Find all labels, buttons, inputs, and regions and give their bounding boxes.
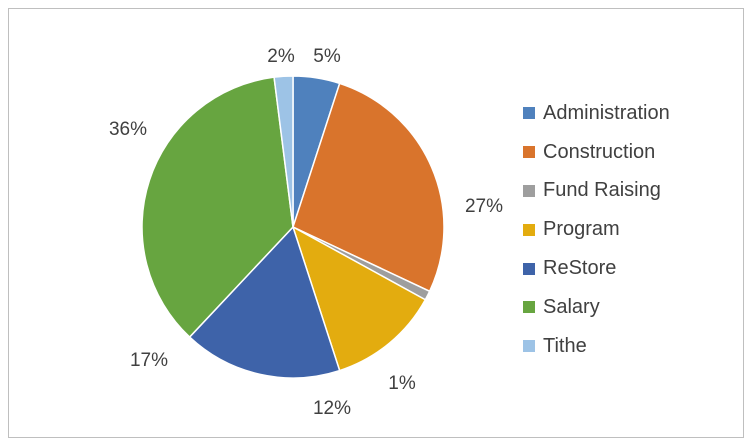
legend: Administration Construction Fund Raising… [523, 94, 670, 366]
pie-slice-program [291, 225, 427, 372]
legend-swatch [523, 107, 535, 120]
pie-slice-salary [141, 76, 294, 339]
legend-item-construction: Construction [523, 133, 670, 172]
pie-slice-tithe [273, 75, 294, 228]
legend-swatch [523, 262, 535, 275]
data-label-construction: 27% [465, 196, 503, 217]
data-label-fund-raising: 1% [388, 373, 416, 394]
legend-label: Fund Raising [543, 179, 661, 202]
data-label-tithe: 2% [267, 46, 295, 67]
legend-swatch [523, 146, 535, 159]
legend-label: ReStore [543, 257, 617, 280]
data-labels: 5% 27% 1% 12% 17% 36% 2% [109, 46, 503, 419]
legend-label: Program [543, 218, 620, 241]
pie-slice-restore [188, 225, 341, 379]
legend-swatch [523, 301, 535, 314]
legend-label: Salary [543, 295, 600, 318]
data-label-administration: 5% [313, 46, 341, 67]
legend-label: Administration [543, 101, 670, 124]
legend-label: Tithe [543, 334, 587, 357]
data-label-salary: 36% [109, 119, 147, 140]
legend-item-program: Program [523, 210, 670, 249]
legend-item-restore: ReStore [523, 249, 670, 288]
pie-slice-construction [292, 82, 445, 293]
data-label-restore: 17% [130, 350, 168, 371]
pie-slices [141, 75, 445, 379]
legend-swatch [523, 184, 535, 197]
legend-item-salary: Salary [523, 288, 670, 327]
legend-swatch [523, 223, 535, 236]
legend-item-tithe: Tithe [523, 327, 670, 366]
legend-item-administration: Administration [523, 94, 670, 133]
legend-label: Construction [543, 140, 656, 163]
legend-swatch [523, 340, 535, 353]
data-label-program: 12% [313, 398, 351, 419]
legend-item-fund-raising: Fund Raising [523, 172, 670, 211]
